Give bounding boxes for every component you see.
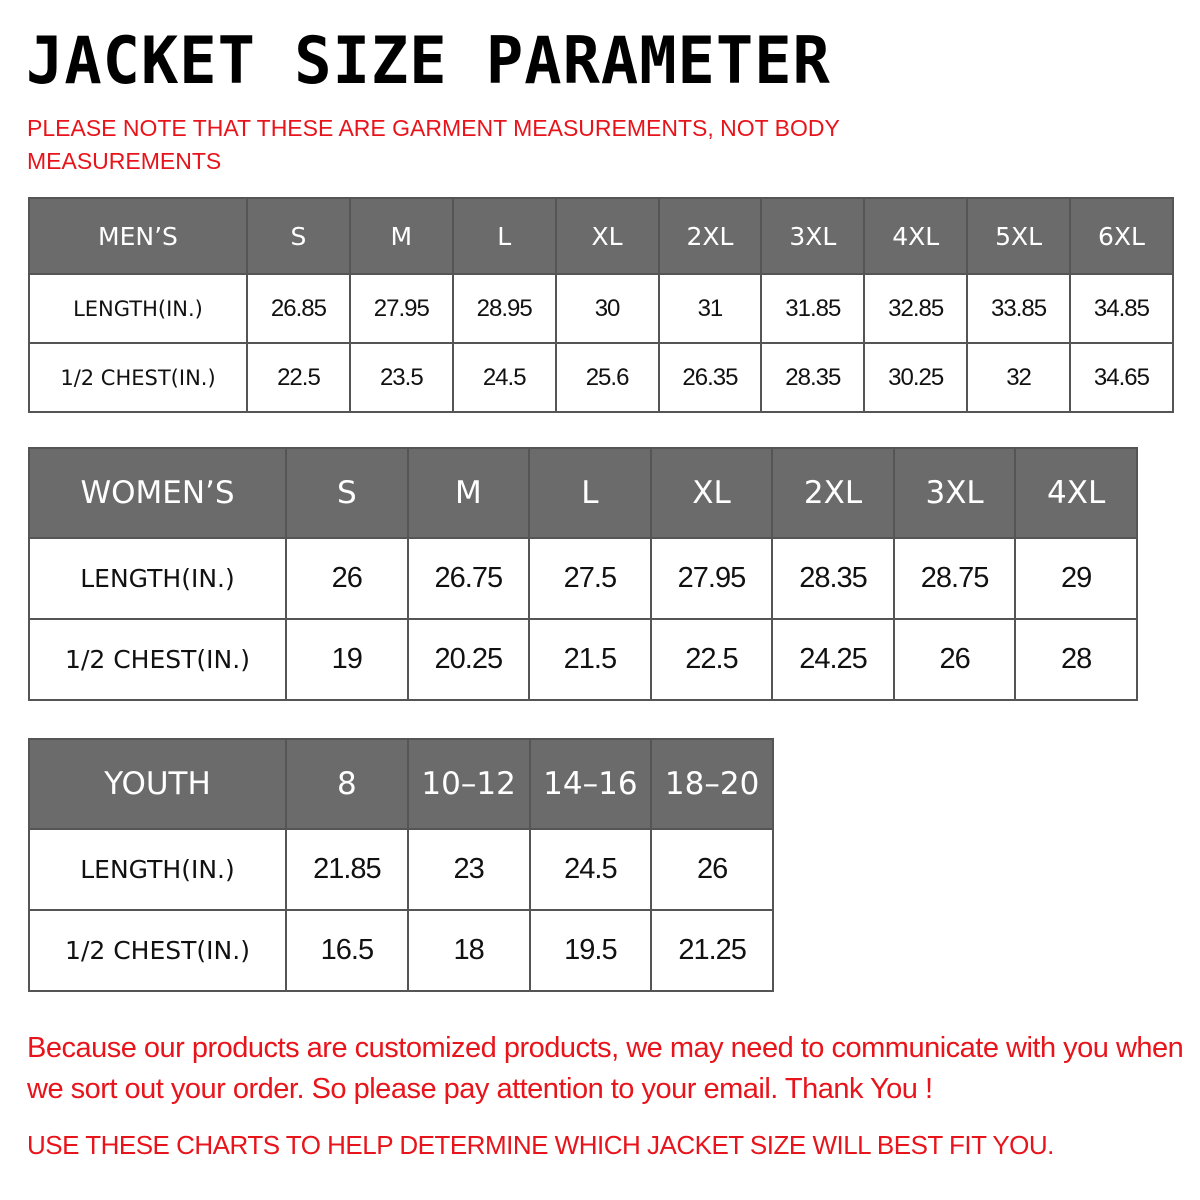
- measurement-cell: 25.6: [554, 342, 660, 413]
- measurement-cell: 20.25: [406, 618, 531, 701]
- size-header: 3XL: [892, 447, 1017, 539]
- measurement-cell: 22.5: [649, 618, 774, 701]
- measurement-cell: 26: [285, 537, 409, 620]
- measurement-cell: 22.5: [246, 342, 351, 413]
- measurement-cell: 27.95: [649, 537, 774, 620]
- measurement-cell: 27.5: [528, 537, 652, 620]
- measurement-cell: 29: [1014, 537, 1138, 620]
- header-row: YOUTH 8 10–12 14–16 18–20: [28, 738, 774, 830]
- youth-size-table: YOUTH 8 10–12 14–16 18–20 LENGTH(IN.) 21.85 23 2…: [28, 738, 774, 992]
- row-label: LENGTH(IN.): [28, 273, 248, 344]
- measurement-cell: 23: [406, 828, 531, 911]
- category-header: YOUTH: [28, 738, 287, 830]
- header-row: WOMEN’S S M L XL 2XL 3XL 4XL: [28, 447, 1138, 539]
- measurement-note: PLEASE NOTE THAT THESE ARE GARMENT MEASU…: [27, 115, 840, 174]
- row-label: 1/2 CHEST(IN.): [28, 342, 248, 413]
- measurement-cell: 30.25: [863, 342, 969, 413]
- size-header: S: [285, 447, 409, 539]
- size-header: 8: [285, 738, 409, 830]
- measurement-cell: 31.85: [760, 273, 866, 344]
- size-header: XL: [649, 447, 774, 539]
- size-header: 5XL: [966, 197, 1071, 275]
- measurement-cell: 21.85: [285, 828, 409, 911]
- women-size-table: WOMEN’S S M L XL 2XL 3XL 4XL LENGTH(IN.) 26 26.75 2…: [28, 447, 1138, 701]
- footer-message: Because our products are customized prod…: [27, 1032, 1184, 1105]
- measurement-cell: 30: [554, 273, 660, 344]
- row-label: 1/2 CHEST(IN.): [28, 618, 287, 701]
- measurement-cell: 18: [406, 909, 531, 992]
- measurement-cell: 16.5: [285, 909, 409, 992]
- measurement-cell: 34.65: [1069, 342, 1174, 413]
- table-row: 1/2 CHEST(IN.) 19 20.25 21.5 22.5 24.25 26 28: [28, 618, 1138, 701]
- size-header: 2XL: [771, 447, 895, 539]
- measurement-cell: 21.25: [650, 909, 774, 992]
- measurement-cell: 28.75: [892, 537, 1017, 620]
- measurement-cell: 23.5: [348, 342, 454, 413]
- category-header: WOMEN’S: [28, 447, 287, 539]
- size-header: S: [246, 197, 351, 275]
- size-header: 6XL: [1069, 197, 1174, 275]
- table-row: 1/2 CHEST(IN.) 16.5 18 19.5 21.25: [28, 909, 774, 992]
- size-header: M: [348, 197, 454, 275]
- size-header: XL: [554, 197, 660, 275]
- measurement-cell: 26.85: [246, 273, 351, 344]
- measurement-cell: 28: [1014, 618, 1138, 701]
- measurement-cell: 19: [285, 618, 409, 701]
- men-size-table: MEN’S S M L XL 2XL 3XL 4XL 5XL 6XL LENGTH(IN.) 26.8…: [28, 197, 1174, 413]
- measurement-cell: 19.5: [528, 909, 653, 992]
- measurement-cell: 33.85: [966, 273, 1071, 344]
- size-header: L: [451, 197, 557, 275]
- size-header: L: [528, 447, 652, 539]
- measurement-cell: 32: [966, 342, 1071, 413]
- measurement-cell: 24.25: [771, 618, 895, 701]
- category-header: MEN’S: [28, 197, 248, 275]
- size-header: 2XL: [657, 197, 763, 275]
- table-row: LENGTH(IN.) 26 26.75 27.5 27.95 28.35 28.75 29: [28, 537, 1138, 620]
- size-header: 18–20: [650, 738, 774, 830]
- size-header: 3XL: [760, 197, 866, 275]
- measurement-cell: 27.95: [348, 273, 454, 344]
- measurement-cell: 26.35: [657, 342, 763, 413]
- table-row: LENGTH(IN.) 26.85 27.95 28.95 30 31 31.85 32.85…: [28, 273, 1174, 344]
- measurement-cell: 26.75: [406, 537, 531, 620]
- table-row: LENGTH(IN.) 21.85 23 24.5 26: [28, 828, 774, 911]
- measurement-cell: 28.35: [771, 537, 895, 620]
- measurement-cell: 21.5: [528, 618, 652, 701]
- measurement-cell: 26: [892, 618, 1017, 701]
- row-label: 1/2 CHEST(IN.): [28, 909, 287, 992]
- measurement-cell: 34.85: [1069, 273, 1174, 344]
- measurement-cell: 32.85: [863, 273, 969, 344]
- page-title: JACKET SIZE PARAMETER: [26, 22, 831, 99]
- row-label: LENGTH(IN.): [28, 828, 287, 911]
- row-label: LENGTH(IN.): [28, 537, 287, 620]
- measurement-cell: 31: [657, 273, 763, 344]
- measurement-cell: 28.35: [760, 342, 866, 413]
- measurement-cell: 24.5: [451, 342, 557, 413]
- size-header: 4XL: [1014, 447, 1138, 539]
- size-header: M: [406, 447, 531, 539]
- header-row: MEN’S S M L XL 2XL 3XL 4XL 5XL 6XL: [28, 197, 1174, 275]
- footer-instruction: USE THESE CHARTS TO HELP DETERMINE WHICH…: [27, 1130, 1054, 1160]
- size-header: 4XL: [863, 197, 969, 275]
- measurement-cell: 28.95: [451, 273, 557, 344]
- size-header: 14–16: [528, 738, 653, 830]
- measurement-cell: 26: [650, 828, 774, 911]
- size-header: 10–12: [406, 738, 531, 830]
- table-row: 1/2 CHEST(IN.) 22.5 23.5 24.5 25.6 26.35 28.35…: [28, 342, 1174, 413]
- measurement-cell: 24.5: [528, 828, 653, 911]
